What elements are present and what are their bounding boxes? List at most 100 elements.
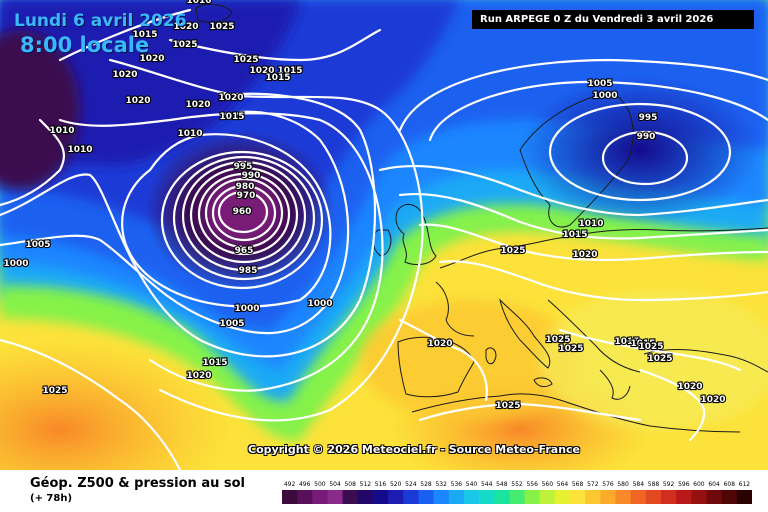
color-scale-swatch <box>645 490 662 504</box>
isobar-label: 1010 <box>177 129 202 139</box>
model-run-label: Run ARPEGE 0 Z du Vendredi 3 avril 2026 <box>472 10 754 29</box>
isobar-label: 1025 <box>545 335 570 345</box>
isobar-label: 1015 <box>202 358 227 368</box>
color-scale-tick-label: 608 <box>724 481 736 488</box>
isobar-label: 995 <box>234 162 253 172</box>
isobar-line-scand-1005 <box>398 58 768 132</box>
color-scale-tick-label: 492 <box>284 481 296 488</box>
color-scale-swatch <box>312 490 328 504</box>
isobar-label: 990 <box>242 171 261 181</box>
color-scale-swatch <box>661 490 677 504</box>
isobar-line-low-995 <box>160 150 324 290</box>
geopotential-field <box>0 0 768 470</box>
color-scale-swatch <box>676 490 692 504</box>
isobar-label: 1025 <box>647 354 672 364</box>
isobar-label: 1020 <box>112 70 137 80</box>
color-scale-tick-label: 576 <box>602 481 614 488</box>
forecast-time: 8:00 locale <box>20 33 150 57</box>
isobar-label: 1025 <box>209 22 234 32</box>
isobar-line-1020-north <box>58 8 192 62</box>
isobar-label: 1020 <box>186 371 211 381</box>
color-scale-tick-label: 596 <box>678 481 690 488</box>
isobar-line-1020-iberia <box>398 318 488 402</box>
color-scale-swatch <box>479 490 495 504</box>
color-scale-tick-label: 496 <box>299 481 311 488</box>
isobar-label: 970 <box>237 191 256 201</box>
isobar-label: 1000 <box>307 299 332 309</box>
color-scale-swatch <box>463 490 480 504</box>
isobar-label: 1010 <box>49 126 74 136</box>
color-scale-swatch <box>585 490 601 504</box>
isobar-label: 1010 <box>67 145 92 155</box>
isobar-line-low-980 <box>189 166 299 264</box>
isobar-label: 960 <box>233 207 252 217</box>
isobar-line-1020-east <box>638 368 706 442</box>
isobar-line-low-990 <box>172 155 316 281</box>
color-scale-swatch <box>736 490 752 504</box>
field-low-eye <box>204 180 280 244</box>
color-scale-swatch <box>433 490 450 504</box>
isobar-label: 995 <box>639 113 658 123</box>
color-scale-tick-label: 552 <box>511 481 523 488</box>
isobar-line-1020 <box>108 58 424 422</box>
isobar-line-scand-995 <box>548 102 732 202</box>
coastline-iceland <box>195 4 233 23</box>
isobar-line-1025-africa <box>418 402 642 422</box>
isobar-label: 1020 <box>125 96 150 106</box>
coastline-sardinia <box>485 347 497 365</box>
forecast-date: Lundi 6 avril 2026 <box>14 11 187 31</box>
isobar-label: 1020 <box>427 339 452 349</box>
color-scale-tick-label: 580 <box>617 481 629 488</box>
color-scale-tick-label: 600 <box>693 481 705 488</box>
color-scale-swatch <box>509 490 525 504</box>
legend-title: Géop. Z500 & pression au sol <box>30 476 245 491</box>
color-scale-swatch <box>448 490 465 504</box>
color-scale-tick-label: 516 <box>375 481 387 488</box>
isobar-line-1000 <box>121 133 332 308</box>
color-scale-tick-label: 588 <box>648 481 660 488</box>
color-scale-swatch <box>494 490 510 504</box>
color-scale-tick-label: 584 <box>633 481 645 488</box>
color-scale-swatch <box>600 490 616 504</box>
isobar-label: 1010 <box>186 0 211 6</box>
field-pale-east <box>540 290 768 430</box>
isobar-line-1010-west <box>0 118 65 207</box>
color-scale-tick-label: 536 <box>451 481 463 488</box>
coastline-balkans <box>547 299 641 373</box>
isobar-label: 1020 <box>700 395 725 405</box>
color-scale-tick-label: 532 <box>435 481 447 488</box>
coastline-iberia <box>397 336 475 398</box>
color-scale-swatch <box>615 490 632 504</box>
coastline-north-africa <box>411 393 741 433</box>
isobar-line-scand-990 <box>601 130 689 186</box>
color-scale-tick-label: 612 <box>739 481 751 488</box>
forecast-lead-time: (+ 78h) <box>30 493 73 504</box>
isobar-line-low-960 <box>217 190 269 234</box>
isobar-label: 965 <box>235 246 254 256</box>
coastline-italy <box>499 298 551 369</box>
color-scale-tick-label: 512 <box>360 481 372 488</box>
isobar-line-1015-north-europe <box>398 192 768 240</box>
color-scale-tick-label: 508 <box>344 481 356 488</box>
isobar-line-1025-europe <box>438 260 768 302</box>
color-scale-swatch <box>691 490 707 504</box>
color-scale-swatch <box>539 490 556 504</box>
isobar-label: 1000 <box>234 304 259 314</box>
isobar-label: 1020 <box>185 100 210 110</box>
color-scale-swatch <box>373 490 389 504</box>
isobar-line-1025-sw <box>0 338 182 470</box>
isobar-line-1025 <box>168 28 382 62</box>
isobar-line-low-965 <box>211 184 277 242</box>
isobar-label: 1005 <box>219 319 244 329</box>
isobar-label: 985 <box>239 266 258 276</box>
forecast-map: 1010 1020 1025 1015 1020 1025 1025 1020 … <box>0 0 768 470</box>
isobar-label: 1000 <box>3 259 28 269</box>
isobar-lines <box>0 8 768 470</box>
color-scale-swatch <box>357 490 374 504</box>
color-scale-tick-label: 592 <box>663 481 675 488</box>
isobar-label: 1015 <box>630 339 655 349</box>
color-scale-tick-label: 556 <box>526 481 538 488</box>
color-scale-swatch <box>403 490 419 504</box>
isobar-line-1025-balkans <box>558 328 742 372</box>
